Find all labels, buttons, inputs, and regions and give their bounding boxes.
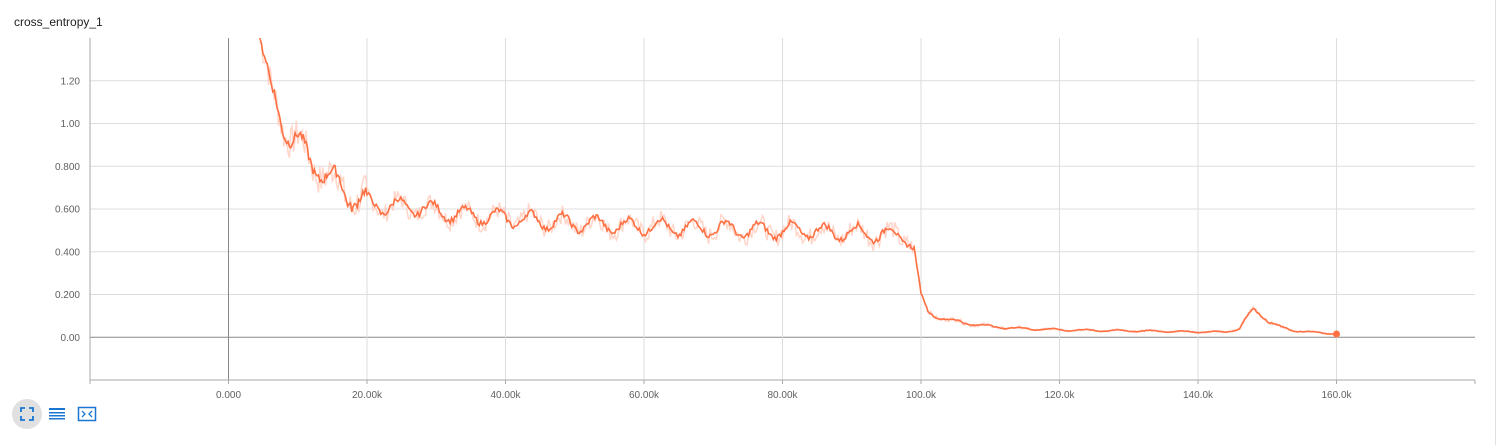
data-table-button[interactable] bbox=[42, 399, 72, 429]
fit-domain-button[interactable] bbox=[72, 399, 102, 429]
last-point-marker bbox=[1333, 330, 1340, 338]
series-line bbox=[259, 38, 1337, 336]
x-tick-label: 0.000 bbox=[216, 390, 241, 401]
axes bbox=[89, 38, 1476, 384]
tick-labels: 0.00 0.200 0.400 0.600 0.800 1.00 1.20 0.000 20.… bbox=[55, 76, 1353, 401]
fit-domain-icon bbox=[77, 406, 97, 422]
chart-toolbar bbox=[12, 399, 102, 429]
y-tick-label: 0.600 bbox=[55, 205, 80, 216]
grid bbox=[90, 38, 1475, 380]
data-table-icon bbox=[49, 408, 65, 420]
x-tick-label: 120.0k bbox=[1044, 390, 1075, 401]
x-tick-label: 20.00k bbox=[352, 390, 383, 401]
series-layer bbox=[259, 38, 1340, 338]
y-tick-label: 1.00 bbox=[61, 119, 81, 130]
x-tick-label: 140.0k bbox=[1183, 390, 1214, 401]
x-tick-label: 60.00k bbox=[629, 390, 660, 401]
y-tick-label: 0.00 bbox=[61, 333, 81, 344]
x-tick-label: 160.0k bbox=[1321, 390, 1352, 401]
chart-title: cross_entropy_1 bbox=[14, 15, 103, 29]
expand-icon bbox=[20, 407, 34, 421]
series-raw-line bbox=[259, 41, 1337, 336]
y-tick-label: 1.20 bbox=[61, 76, 81, 87]
x-tick-label: 100.0k bbox=[906, 390, 937, 401]
y-tick-label: 0.800 bbox=[55, 162, 80, 173]
panel-divider bbox=[1495, 0, 1496, 445]
x-tick-label: 80.00k bbox=[767, 390, 798, 401]
x-tick-label: 40.00k bbox=[490, 390, 521, 401]
y-tick-label: 0.200 bbox=[55, 290, 80, 301]
y-tick-label: 0.400 bbox=[55, 247, 80, 258]
expand-button[interactable] bbox=[12, 399, 42, 429]
